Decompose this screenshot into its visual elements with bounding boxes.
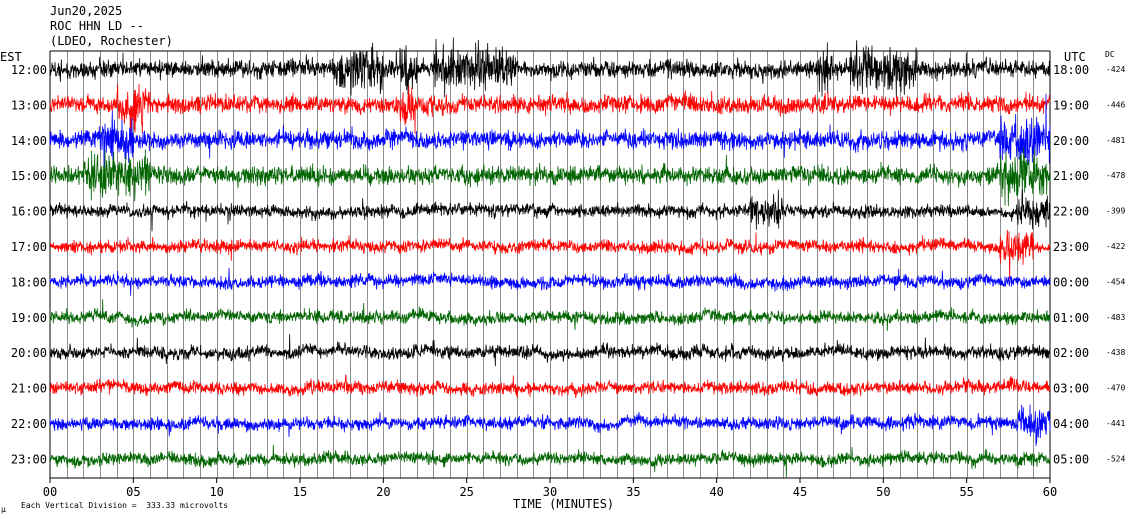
est-hour-label: 20:00 — [11, 346, 47, 360]
utc-hour-label: 18:00 — [1053, 63, 1089, 77]
chart-grid — [49, 50, 1051, 483]
utc-hour-label: 00:00 — [1053, 275, 1089, 289]
trace-line — [49, 189, 1051, 232]
x-tick-label: 25 — [459, 485, 473, 499]
dc-offset-label: -422 — [1106, 242, 1125, 251]
x-tick-label: 40 — [709, 485, 723, 499]
dc-offset-label: -470 — [1106, 384, 1125, 393]
x-tick-label: 45 — [793, 485, 807, 499]
dc-offset-label: -478 — [1106, 171, 1125, 180]
est-hour-label: 15:00 — [11, 169, 47, 183]
trace-line — [49, 37, 1051, 98]
dc-offset-label: -481 — [1106, 136, 1125, 145]
est-hour-label: 19:00 — [11, 311, 47, 325]
est-hour-label: 17:00 — [11, 240, 47, 254]
chart-labels: 00 05 10 15 20 25 30 35 40 45 50 55 60 12:00 18:00 -424… — [11, 63, 1126, 499]
dc-offset-label: -454 — [1106, 277, 1125, 286]
dc-offset-label: -483 — [1106, 313, 1125, 322]
utc-hour-label: 01:00 — [1053, 311, 1089, 325]
header-date: Jun20,2025 — [50, 4, 122, 18]
utc-hour-label: 02:00 — [1053, 346, 1089, 360]
dc-offset-label: -524 — [1106, 454, 1125, 463]
est-hour-label: 12:00 — [11, 63, 47, 77]
dc-offset-label: -441 — [1106, 419, 1125, 428]
x-tick-label: 50 — [876, 485, 890, 499]
trace-line — [49, 334, 1051, 367]
dc-header-label: DC — [1105, 50, 1115, 59]
dc-offset-label: -438 — [1106, 348, 1125, 357]
utc-hour-label: 23:00 — [1053, 240, 1089, 254]
footer-mark: µ — [1, 505, 6, 514]
trace-line — [49, 83, 1051, 135]
utc-hour-label: 03:00 — [1053, 382, 1089, 396]
trace-line — [49, 445, 1051, 478]
trace-line — [49, 268, 1051, 296]
utc-hour-label: 19:00 — [1053, 98, 1089, 112]
trace-line — [49, 93, 1051, 169]
utc-hour-label: 05:00 — [1053, 452, 1089, 466]
vertical-scale-note: Each Vertical Division = 333.33 microvol… — [21, 501, 228, 510]
x-tick-label: 60 — [1043, 485, 1057, 499]
x-tick-label: 00 — [43, 485, 57, 499]
dc-offset-label: -424 — [1106, 65, 1125, 74]
est-hour-label: 18:00 — [11, 275, 47, 289]
utc-hour-label: 22:00 — [1053, 205, 1089, 219]
est-hour-label: 13:00 — [11, 98, 47, 112]
trace-line — [49, 299, 1051, 331]
x-axis-title: TIME (MINUTES) — [513, 497, 614, 511]
x-tick-label: 35 — [626, 485, 640, 499]
est-hour-label: 22:00 — [11, 417, 47, 431]
dc-offset-label: -399 — [1106, 207, 1125, 216]
header-network: (LDEO, Rochester) — [50, 34, 173, 48]
utc-hour-label: 04:00 — [1053, 417, 1089, 431]
utc-hour-label: 20:00 — [1053, 134, 1089, 148]
x-tick-label: 30 — [543, 485, 557, 499]
left-zone-label: EST — [0, 50, 22, 64]
x-tick-label: 10 — [209, 485, 223, 499]
x-tick-label: 05 — [126, 485, 140, 499]
right-zone-label: UTC — [1064, 50, 1086, 64]
trace-line — [49, 404, 1051, 446]
x-tick-label: 15 — [293, 485, 307, 499]
est-hour-label: 21:00 — [11, 382, 47, 396]
x-tick-label: 20 — [376, 485, 390, 499]
trace-line — [49, 146, 1051, 207]
est-hour-label: 14:00 — [11, 134, 47, 148]
seismogram-traces — [49, 37, 1051, 478]
x-tick-label: 55 — [959, 485, 973, 499]
dc-offset-label: -446 — [1106, 100, 1125, 109]
header-station: ROC HHN LD -- — [50, 19, 144, 33]
trace-line — [49, 229, 1051, 284]
utc-hour-label: 21:00 — [1053, 169, 1089, 183]
est-hour-label: 16:00 — [11, 205, 47, 219]
est-hour-label: 23:00 — [11, 452, 47, 466]
trace-line — [49, 374, 1051, 399]
